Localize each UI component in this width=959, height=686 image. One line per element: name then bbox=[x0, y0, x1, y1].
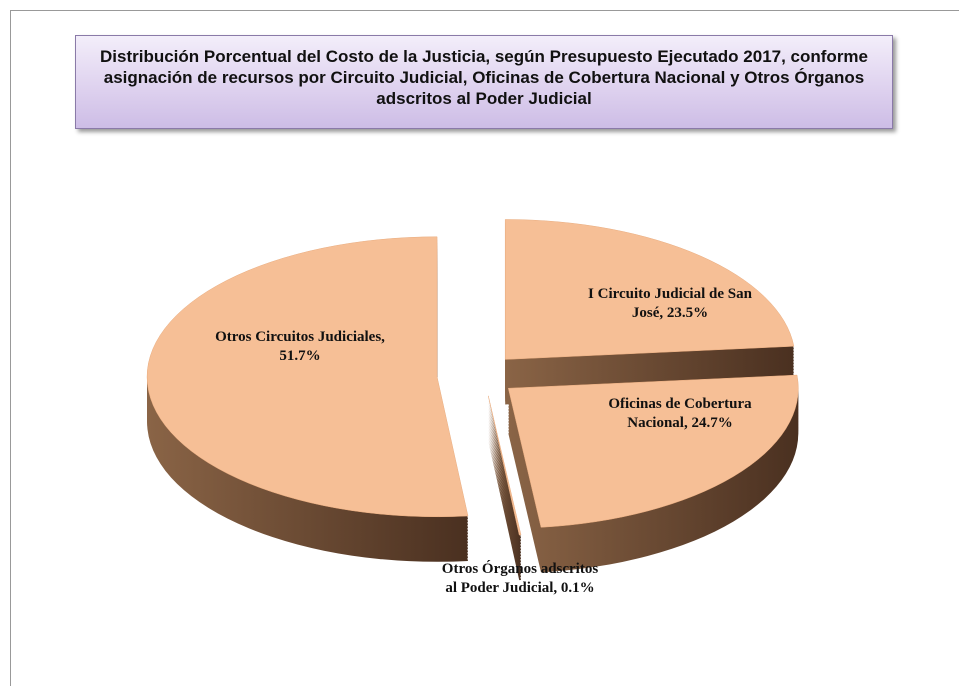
slice bbox=[146, 236, 469, 518]
frame bbox=[10, 10, 959, 686]
data-label: Otros Circuitos Judiciales, 51.7% bbox=[215, 329, 385, 364]
data-label: I Circuito Judicial de San José, 23.5% bbox=[588, 286, 752, 321]
data-label: Oficinas de Cobertura Nacional, 24.7% bbox=[608, 396, 752, 431]
slice bbox=[488, 395, 522, 536]
chart-title: Distribución Porcentual del Costo de la … bbox=[75, 35, 893, 129]
slice bbox=[504, 219, 795, 360]
data-label: Otros Órganos adscritos al Poder Judicia… bbox=[441, 561, 599, 596]
slice bbox=[507, 374, 799, 528]
